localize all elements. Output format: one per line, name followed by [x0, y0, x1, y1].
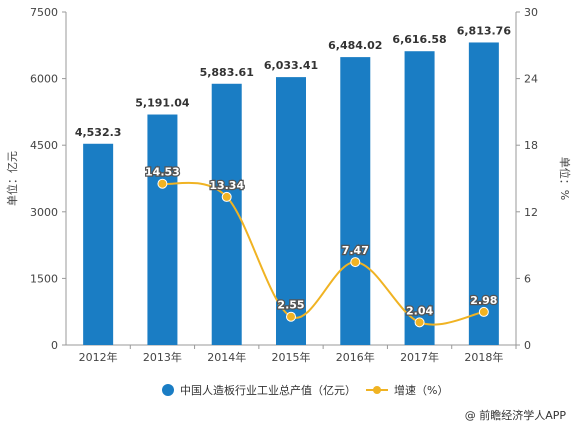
growth-rate-line	[162, 181, 485, 326]
y-tick-label-left: 6000	[30, 73, 58, 86]
growth-rate-label: 2.98	[470, 294, 497, 307]
growth-rate-label: 2.55	[277, 299, 304, 312]
growth-rate-label: 13.34	[209, 179, 244, 192]
growth-rate-point	[350, 257, 361, 268]
y-axis-title-right: 单位：%	[558, 157, 572, 200]
x-tick-label: 2015年	[272, 350, 311, 364]
bar-value-label: 6,484.02	[328, 39, 382, 52]
bar	[83, 143, 114, 345]
growth-rate-label: 7.47	[342, 244, 369, 257]
growth-rate-point	[221, 191, 232, 202]
growth-rate-point	[478, 306, 489, 317]
legend-bar-label: 中国人造板行业工业总产值（亿元）	[180, 383, 356, 397]
x-tick-label: 2012年	[79, 350, 118, 364]
growth-rate-label: 2.04	[406, 304, 433, 317]
bar-value-label: 6,616.58	[392, 33, 446, 46]
y-tick-label-left: 3000	[30, 206, 58, 219]
y-tick-label-right: 18	[524, 139, 538, 152]
y-tick-label-left: 7500	[30, 6, 58, 19]
growth-rate-point	[414, 317, 425, 328]
x-tick-label: 2016年	[336, 350, 375, 364]
bar-value-label: 6,813.76	[457, 24, 512, 37]
chart-legend: 中国人造板行业工业总产值（亿元） 增速（%）	[162, 383, 448, 397]
legend-line-marker	[373, 386, 381, 394]
y-tick-label-right: 30	[524, 6, 538, 19]
bar	[211, 83, 242, 346]
bar-value-label: 5,191.04	[135, 97, 190, 110]
y-tick-label-left: 4500	[30, 139, 58, 152]
growth-rate-label: 14.53	[145, 166, 180, 179]
source-credit: @ 前瞻经济学人APP	[465, 408, 567, 422]
y-tick-label-right: 12	[524, 206, 538, 219]
plot-area: 0 1500 3000 4500 6000 7500 0 6 12 18 24 30 2012年 2013…	[5, 6, 572, 364]
legend-line-label: 增速（%）	[394, 383, 448, 397]
bar	[468, 42, 499, 345]
legend-bar-swatch	[162, 384, 174, 396]
bar	[276, 77, 306, 346]
bar	[340, 57, 371, 346]
y-tick-label-right: 24	[524, 73, 538, 86]
x-tick-label: 2017年	[400, 350, 439, 364]
x-tick-label: 2018年	[464, 350, 503, 364]
x-tick-label: 2014年	[207, 350, 246, 364]
x-tick-label: 2013年	[143, 350, 182, 364]
y-axis-title-left: 单位：亿元	[5, 151, 19, 206]
bar	[404, 51, 435, 345]
y-tick-label-left: 1500	[30, 272, 58, 285]
growth-rate-point	[157, 178, 168, 189]
bar-value-label: 4,532.3	[75, 126, 122, 139]
bar-value-label: 5,883.61	[200, 66, 254, 79]
y-tick-label-right: 6	[524, 272, 531, 285]
bar	[147, 114, 178, 345]
growth-rate-point	[286, 311, 296, 322]
bar-value-label: 6,033.41	[264, 59, 318, 72]
y-tick-label-right: 0	[524, 339, 531, 352]
y-tick-label-left: 0	[51, 339, 58, 352]
